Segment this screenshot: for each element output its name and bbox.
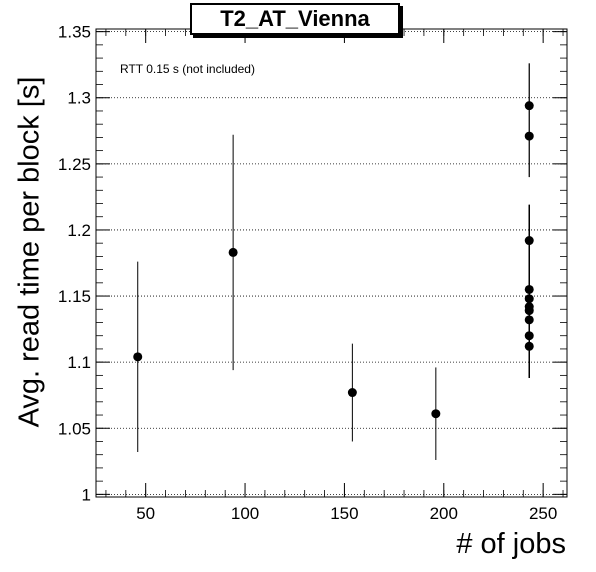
data-point [524, 331, 534, 341]
grid-lines [96, 31, 567, 495]
y-tick-label: 1.25 [58, 155, 91, 174]
error-bars [137, 63, 530, 460]
data-point [524, 341, 534, 351]
x-tick-label: 150 [330, 504, 358, 523]
x-tick-label: 200 [430, 504, 458, 523]
y-tick-label: 1.15 [58, 287, 91, 306]
data-point [524, 131, 534, 141]
data-point [524, 236, 534, 246]
data-point [347, 388, 357, 398]
data-point [524, 315, 534, 325]
y-tick-label: 1 [82, 485, 91, 504]
chart-title: T2_AT_Vienna [190, 3, 400, 35]
x-tick-label: 100 [231, 504, 259, 523]
y-tick-label: 1.05 [58, 419, 91, 438]
data-point [524, 294, 534, 304]
x-tick-label: 50 [136, 504, 155, 523]
plot-frame [95, 28, 568, 498]
data-point [228, 247, 238, 257]
data-point [524, 306, 534, 316]
tick-labels: 1 1.05 1.1 1.15 1.2 1.25 1.3 1.35 50 100 150 200 250 [58, 23, 557, 523]
data-points [133, 101, 534, 419]
data-point [431, 409, 441, 419]
data-point [524, 284, 534, 294]
y-tick-label: 1.35 [58, 23, 91, 42]
rtt-annotation: RTT 0.15 s (not included) [120, 62, 255, 76]
y-tick-label: 1.2 [67, 221, 91, 240]
y-tick-label: 1.3 [67, 89, 91, 108]
y-axis-label: Avg. read time per block [s] [13, 76, 46, 428]
data-point [524, 101, 534, 111]
x-axis-label: # of jobs [456, 528, 566, 560]
data-point [133, 352, 143, 362]
axes [95, 28, 568, 498]
y-tick-label: 1.1 [67, 353, 91, 372]
x-tick-label: 250 [529, 504, 557, 523]
